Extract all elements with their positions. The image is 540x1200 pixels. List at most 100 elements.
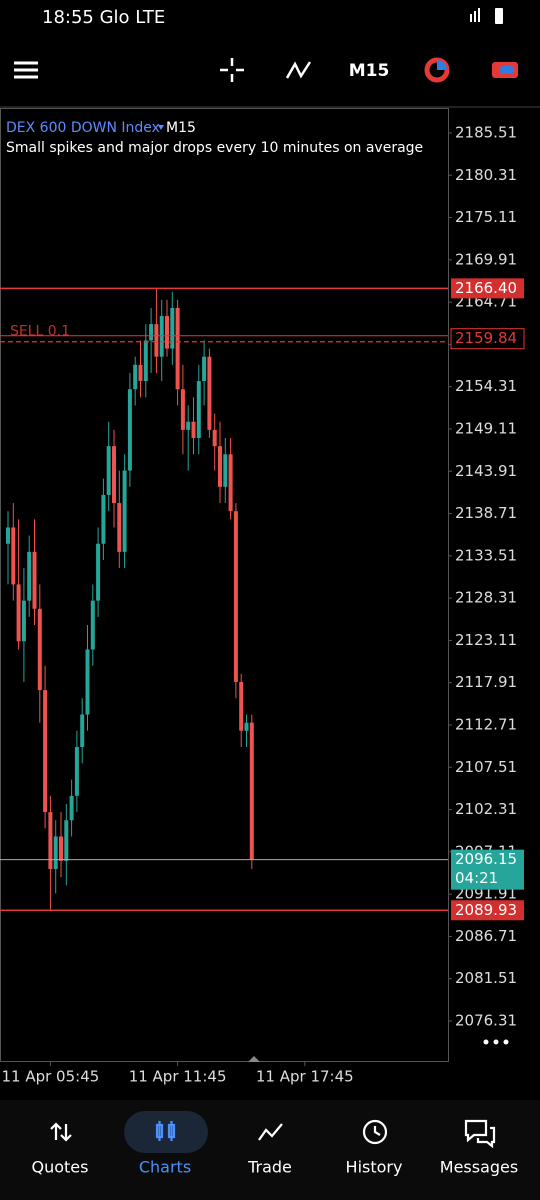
candle-body <box>37 608 42 691</box>
nav-label[interactable]: History <box>346 1158 403 1177</box>
chart-frame <box>0 108 449 1062</box>
candle-body <box>138 364 143 382</box>
more-button[interactable] <box>483 1039 509 1045</box>
status-time: 18:55 Glo LTE <box>42 7 165 28</box>
charts-icon <box>155 1121 176 1141</box>
x-tick-label: 11 Apr 11:45 <box>129 1068 227 1086</box>
candle-body <box>223 454 228 487</box>
candle-body <box>122 470 127 552</box>
price-label: 2089.93 <box>455 901 517 919</box>
candle-body <box>143 340 148 382</box>
y-tick-label: 2076.31 <box>455 1012 517 1030</box>
nav-label[interactable]: Messages <box>440 1158 518 1177</box>
y-tick-label: 2128.31 <box>455 589 517 607</box>
price-label: 2166.40 <box>455 279 517 297</box>
messages-icon <box>464 1119 496 1149</box>
symbol-name[interactable]: DEX 600 DOWN Index <box>6 120 160 136</box>
signal-bar <box>478 8 480 22</box>
candle-body <box>101 494 106 544</box>
candle-body <box>127 389 132 471</box>
symbol-dropdown[interactable] <box>158 125 164 130</box>
y-tick-label: 2123.11 <box>455 631 517 649</box>
y-tick-label: 2086.71 <box>455 927 517 945</box>
y-tick-label: 2081.51 <box>455 969 517 987</box>
candle-body <box>191 421 196 439</box>
nav-icons <box>50 1119 496 1149</box>
nav-label[interactable]: Trade <box>247 1158 292 1177</box>
sell-line-text: SELL 0.1 <box>10 324 70 340</box>
y-tick-label: 2102.31 <box>455 800 517 818</box>
candle-body <box>90 600 95 650</box>
candle-body <box>239 681 244 731</box>
y-tick-label: 2117.91 <box>455 673 517 691</box>
x-tick-label: 11 Apr 17:45 <box>256 1068 354 1086</box>
nav-active-pill <box>124 1111 208 1153</box>
indicators-button[interactable] <box>285 61 312 79</box>
nav-label[interactable]: Quotes <box>32 1158 89 1177</box>
symbol-description: Small spikes and major drops every 10 mi… <box>6 140 423 156</box>
signal-bar <box>470 14 472 22</box>
price-box <box>451 278 524 299</box>
candle-body <box>233 511 238 682</box>
candle-body <box>69 795 74 821</box>
y-tick-label: 2143.91 <box>455 462 517 480</box>
candle-body <box>165 316 169 349</box>
bottom-nav <box>0 1100 540 1200</box>
crosshair-button[interactable] <box>220 58 244 82</box>
y-tick-label: 2175.11 <box>455 208 517 226</box>
candle-body <box>228 454 233 512</box>
candle-body <box>85 649 90 715</box>
y-tick-label: 2185.51 <box>455 123 517 141</box>
trade-icon <box>258 1123 283 1141</box>
y-tick-label: 2149.11 <box>455 419 517 437</box>
candle-body <box>218 446 222 487</box>
candle-body <box>159 316 164 357</box>
history-icon <box>362 1119 388 1145</box>
candle-body <box>202 356 207 382</box>
candle-body <box>32 551 37 609</box>
y-tick-label: 2180.31 <box>455 166 517 184</box>
candle-body <box>207 356 212 430</box>
x-tick-label: 11 Apr 05:45 <box>1 1068 99 1086</box>
candle-body <box>196 381 201 439</box>
bar-countdown: 04:21 <box>455 869 498 887</box>
candle-body <box>59 836 63 861</box>
candle-body <box>249 722 254 860</box>
history-hand <box>373 1126 381 1136</box>
quotes-icon <box>50 1122 72 1142</box>
y-tick-label: 2112.71 <box>455 715 517 733</box>
timeframe-button[interactable]: M15 <box>349 61 390 81</box>
y-tick-label: 2169.91 <box>455 250 517 268</box>
bid-box <box>451 849 524 890</box>
sell-price-label: 2159.84 <box>455 329 517 347</box>
candle-body <box>48 812 53 870</box>
nav-label[interactable]: Charts <box>139 1158 191 1177</box>
candle-body <box>43 690 48 813</box>
objects-icon-part <box>437 60 447 70</box>
candle-body <box>117 503 122 552</box>
signal-bar <box>474 11 476 22</box>
trade-icon-part <box>500 66 514 74</box>
scroll-marker <box>248 1056 260 1062</box>
y-tick-label: 2133.51 <box>455 546 517 564</box>
battery <box>495 8 503 24</box>
plot <box>6 288 254 911</box>
candle-body <box>96 543 101 601</box>
bid-price-label: 2096.15 <box>455 850 517 868</box>
chart-timeframe: M15 <box>166 120 196 136</box>
status-icons <box>470 8 503 24</box>
candle-body <box>133 364 138 390</box>
candle-body <box>53 836 58 870</box>
candle-body <box>27 551 32 601</box>
candle-body <box>64 820 69 861</box>
candle-body <box>149 324 154 341</box>
candle-body <box>175 307 180 390</box>
candle-body <box>11 527 16 585</box>
menu-button[interactable] <box>14 61 38 79</box>
candle-body <box>112 446 116 504</box>
candle-body <box>106 446 111 495</box>
candle-body <box>212 429 217 447</box>
candle-body <box>186 421 191 430</box>
